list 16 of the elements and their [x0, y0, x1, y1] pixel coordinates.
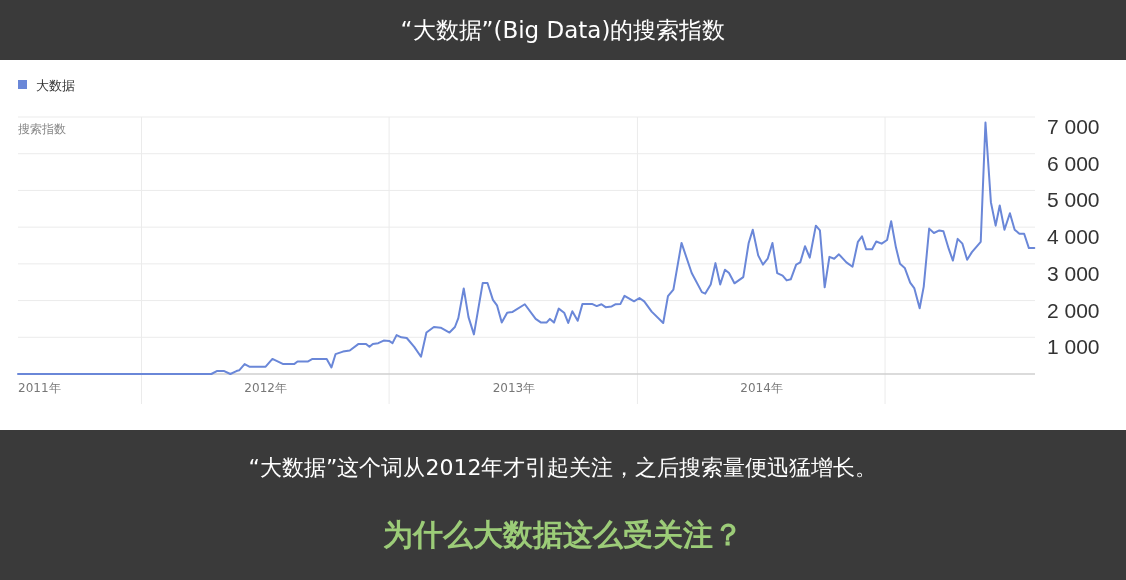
x-tick-label: 2012年	[244, 381, 287, 395]
y-tick-label: 3 000	[1047, 261, 1100, 285]
legend-label: 大数据	[36, 78, 75, 93]
y-tick-label: 5 000	[1047, 188, 1100, 212]
text: 为什么大数据这么受关注？	[383, 517, 743, 552]
y-axis-title: 搜索指数	[18, 122, 66, 136]
x-tick-label: 2013年	[492, 381, 536, 395]
y-tick-label: 7 000	[1047, 115, 1100, 138]
x-tick-label: 2011年	[18, 381, 61, 395]
x-tick-label: 2014年	[740, 381, 783, 395]
y-tick-label: 1 000	[1047, 335, 1100, 359]
y-tick-label: 4 000	[1047, 225, 1100, 249]
y-tick-label: 6 000	[1047, 151, 1100, 175]
y-tick-label: 2 000	[1047, 298, 1100, 322]
text: “大数据”这个词从2012年才引起关注，之后搜索量便迅猛增长。	[248, 455, 878, 480]
chart-title: “大数据”(Big Data)的搜索指数	[400, 17, 726, 43]
